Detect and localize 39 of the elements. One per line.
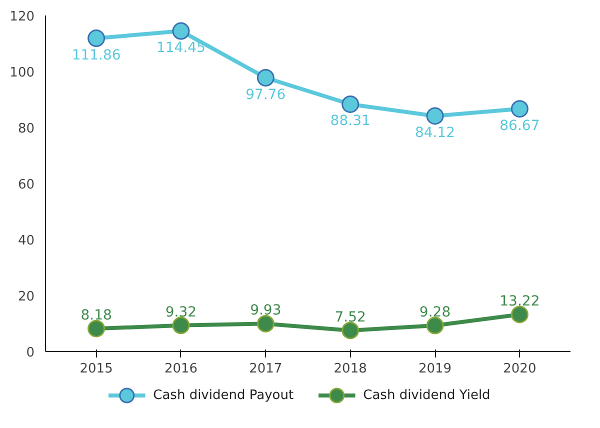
data-label: 88.31 <box>330 113 370 130</box>
y-tick-label: 80 <box>18 122 35 136</box>
point <box>88 30 106 48</box>
point <box>172 316 190 334</box>
data-label: 9.93 <box>250 302 282 319</box>
point <box>510 306 528 324</box>
x-tick-label: 2020 <box>503 362 536 376</box>
point <box>256 314 274 332</box>
y-tick-label: 40 <box>18 234 35 248</box>
data-label: 86.67 <box>500 118 540 134</box>
point <box>342 96 360 113</box>
x-tick-label: 2018 <box>334 362 367 376</box>
point <box>88 320 106 338</box>
point <box>256 69 274 87</box>
y-tick-label: 120 <box>10 10 35 24</box>
data-label: 8.18 <box>80 308 112 324</box>
data-label: 111.86 <box>72 47 121 64</box>
point <box>426 107 444 125</box>
data-label: 9.28 <box>419 304 451 321</box>
data-label: 114.45 <box>156 40 206 56</box>
legend-label: Cash dividend Yield <box>363 388 490 403</box>
y-tick-label: 100 <box>10 66 35 80</box>
x-tick-label: 2017 <box>249 362 282 376</box>
y-tick-label: 20 <box>18 290 35 304</box>
data-label: 97.76 <box>246 86 286 103</box>
x-tick-label: 2015 <box>80 362 113 376</box>
y-tick-label: 60 <box>18 178 35 192</box>
legend-label: Cash dividend Payout <box>153 388 294 403</box>
data-label: 7.52 <box>334 309 366 326</box>
data-label: 13.22 <box>500 293 540 310</box>
x-tick-label: 2019 <box>418 362 452 376</box>
point <box>342 322 360 340</box>
point <box>510 100 528 118</box>
y-tick-label: 0 <box>26 346 35 360</box>
point <box>426 316 444 334</box>
x-tick-label: 2016 <box>164 362 198 376</box>
data-label: 84.12 <box>414 124 456 141</box>
data-label: 9.32 <box>165 304 197 320</box>
point <box>172 22 190 40</box>
